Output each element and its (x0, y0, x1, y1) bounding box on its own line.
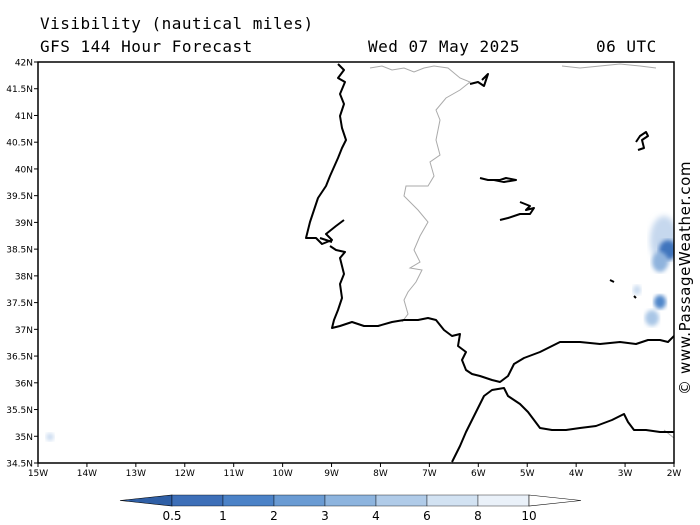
coast-balearic-east (635, 131, 649, 151)
lon-label: 10W (272, 469, 292, 479)
lat-label: 37.5N (6, 299, 33, 309)
colorbar-label: 4 (372, 509, 380, 523)
lat-label: 42N (15, 59, 33, 69)
lat-label: 40N (15, 165, 33, 175)
colorbar-segment (426, 494, 479, 507)
reservoir-lake (479, 177, 517, 183)
fog-patch (645, 310, 659, 326)
lon-label: 9W (324, 469, 339, 479)
lon-label: 5W (520, 469, 535, 479)
lat-label: 40.5N (6, 139, 33, 149)
forecast-date: Wed 07 May 2025 (368, 37, 520, 56)
colorbar-label: 6 (423, 509, 431, 523)
lat-label: 39.5N (6, 192, 33, 202)
colorbar-label: 8 (474, 509, 482, 523)
map-frame (37, 61, 675, 464)
coast-tagus (319, 237, 333, 243)
fog-patch (654, 295, 666, 309)
longitude-axis: 15W 14W 13W 12W 11W 10W 9W 8W 7W 6W 5W 4W 3W 2W (28, 463, 682, 479)
country-borders (369, 63, 674, 439)
colorbar-label: 0.5 (162, 509, 181, 523)
colorbar-label: 10 (521, 509, 536, 523)
coast-iberia-west (305, 63, 674, 383)
lon-label: 2W (667, 469, 682, 479)
colorbar-segment (375, 494, 428, 507)
lat-label: 37N (15, 326, 33, 336)
forecast-model: GFS 144 Hour Forecast (40, 37, 253, 56)
forecast-time: 06 UTC (596, 37, 657, 56)
lat-label: 39N (15, 219, 33, 229)
lat-label: 38N (15, 272, 33, 282)
colorbar-label: 2 (270, 509, 278, 523)
lat-label: 38.5N (6, 246, 33, 256)
colorbar-segment (222, 494, 275, 507)
colorbar-max-arrow (528, 494, 582, 507)
lat-label: 41N (15, 112, 33, 122)
lon-label: 12W (175, 469, 195, 479)
chart-title: Visibility (nautical miles) (40, 14, 314, 33)
lon-label: 6W (471, 469, 486, 479)
lon-label: 13W (126, 469, 146, 479)
colorbar-segment (477, 494, 530, 507)
colorbar-min-arrow (119, 494, 173, 507)
lat-label: 34.5N (6, 460, 33, 470)
lon-label: 15W (28, 469, 48, 479)
visibility-shading (46, 216, 674, 441)
lat-label: 35.5N (6, 406, 33, 416)
coast-north-spain (469, 73, 489, 87)
colorbar-label: 1 (219, 509, 227, 523)
lon-label: 7W (422, 469, 437, 479)
lon-label: 4W (569, 469, 584, 479)
lon-label: 14W (77, 469, 97, 479)
coast-island (633, 295, 637, 299)
coastlines (305, 63, 674, 463)
colorbar: 0.5 1 2 3 4 6 8 10 (119, 494, 582, 523)
coast-africa (451, 387, 674, 463)
lat-label: 41.5N (6, 85, 33, 95)
lat-label: 35N (15, 433, 33, 443)
colorbar-segment (324, 494, 377, 507)
lat-label: 36.5N (6, 353, 33, 363)
lon-label: 8W (373, 469, 388, 479)
border-spain-portugal (369, 65, 471, 323)
fog-patch (652, 252, 668, 272)
lon-label: 11W (224, 469, 244, 479)
fog-patch (633, 285, 641, 295)
fog-patch (46, 433, 54, 441)
lon-label: 3W (618, 469, 633, 479)
colorbar-label: 3 (321, 509, 329, 523)
colorbar-segment (273, 494, 326, 507)
coast-mallorca (609, 279, 615, 283)
reservoir-lake (499, 201, 535, 221)
latitude-axis: 42N 41.5N 41N 40.5N 40N 39.5N 39N 38.5N 38N 37.5N… (6, 59, 38, 470)
lat-label: 36N (15, 379, 33, 389)
border-spain-france (561, 63, 657, 69)
colorbar-segment (171, 494, 224, 507)
